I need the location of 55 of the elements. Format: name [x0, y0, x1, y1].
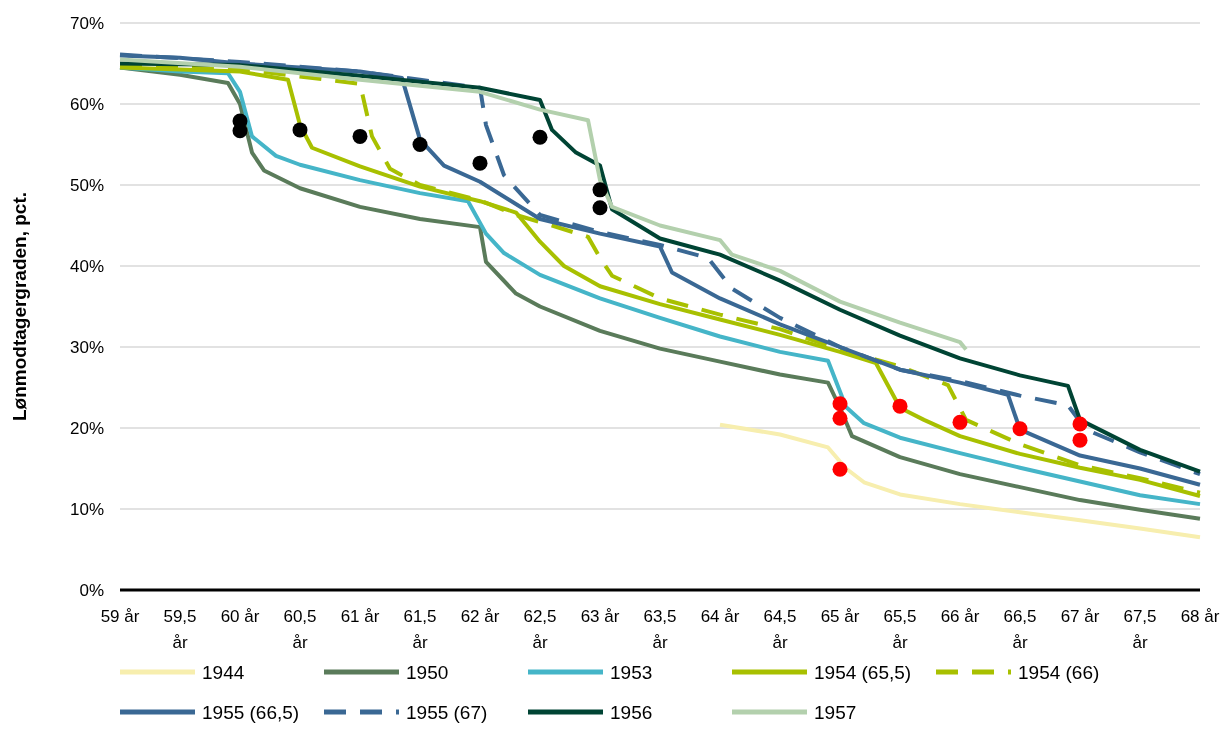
x-tick-label: 62 år: [460, 607, 500, 626]
point: [592, 182, 608, 198]
y-tick-label: 30%: [69, 337, 104, 357]
line-series: [118, 57, 968, 352]
point: [292, 122, 308, 138]
legend-label: 1955 (67): [406, 701, 488, 723]
x-tick-label: 66 år: [940, 607, 980, 626]
legend-label: 1953: [610, 661, 653, 683]
x-tick-label: 61,5 år: [403, 607, 437, 652]
x-tick-label: 68 år: [1180, 607, 1220, 626]
legend-label: 1955 (66,5): [202, 701, 300, 723]
y-tick-label: 60%: [69, 94, 104, 114]
point: [832, 396, 848, 412]
legend-label: 1957: [814, 701, 857, 723]
point: [232, 123, 248, 139]
y-tick-label: 0%: [79, 580, 104, 600]
legend-label: 1950: [406, 661, 449, 683]
x-tick-label: 67,5 år: [1123, 607, 1157, 652]
line-series: [718, 422, 1202, 540]
legend-label: 1956: [610, 701, 653, 723]
point: [352, 128, 368, 144]
point: [892, 398, 908, 414]
point: [472, 155, 488, 171]
x-tick-label: 64 år: [700, 607, 740, 626]
x-tick-label: 63 år: [580, 607, 620, 626]
x-tick-label: 65 år: [820, 607, 860, 626]
point: [1072, 416, 1088, 432]
y-tick-label: 20%: [69, 418, 104, 438]
legend-label: 1954 (65,5): [814, 661, 912, 683]
point: [412, 137, 428, 152]
x-tick-label: 59 år: [100, 607, 140, 626]
legend-label: 1954 (66): [1018, 661, 1100, 683]
point: [952, 414, 968, 430]
x-tick-label: 62,5 år: [523, 607, 557, 652]
x-tick-label: 59,5 år: [163, 607, 197, 652]
x-tick-label: 60,5 år: [283, 607, 317, 652]
point: [532, 129, 548, 145]
point: [832, 461, 848, 477]
y-tick-label: 50%: [69, 175, 104, 195]
x-tick-label: 64,5 år: [763, 607, 797, 652]
y-tick-label: 40%: [69, 256, 104, 276]
point: [592, 200, 608, 216]
point: [832, 410, 848, 426]
x-tick-label: 63,5 år: [643, 607, 677, 652]
x-tick-label: 65,5 år: [883, 607, 917, 652]
y-axis-title: Lønmodtagergraden, pct.: [9, 191, 30, 422]
legend-label: 1944: [202, 661, 245, 683]
point: [1012, 421, 1028, 437]
x-tick-label: 60 år: [220, 607, 260, 626]
point: [1072, 432, 1088, 448]
y-tick-label: 70%: [69, 13, 104, 33]
x-tick-label: 66,5 år: [1003, 607, 1037, 652]
y-tick-label: 10%: [69, 499, 104, 519]
x-tick-label: 61 år: [340, 607, 380, 626]
x-tick-label: 67 år: [1060, 607, 1100, 626]
